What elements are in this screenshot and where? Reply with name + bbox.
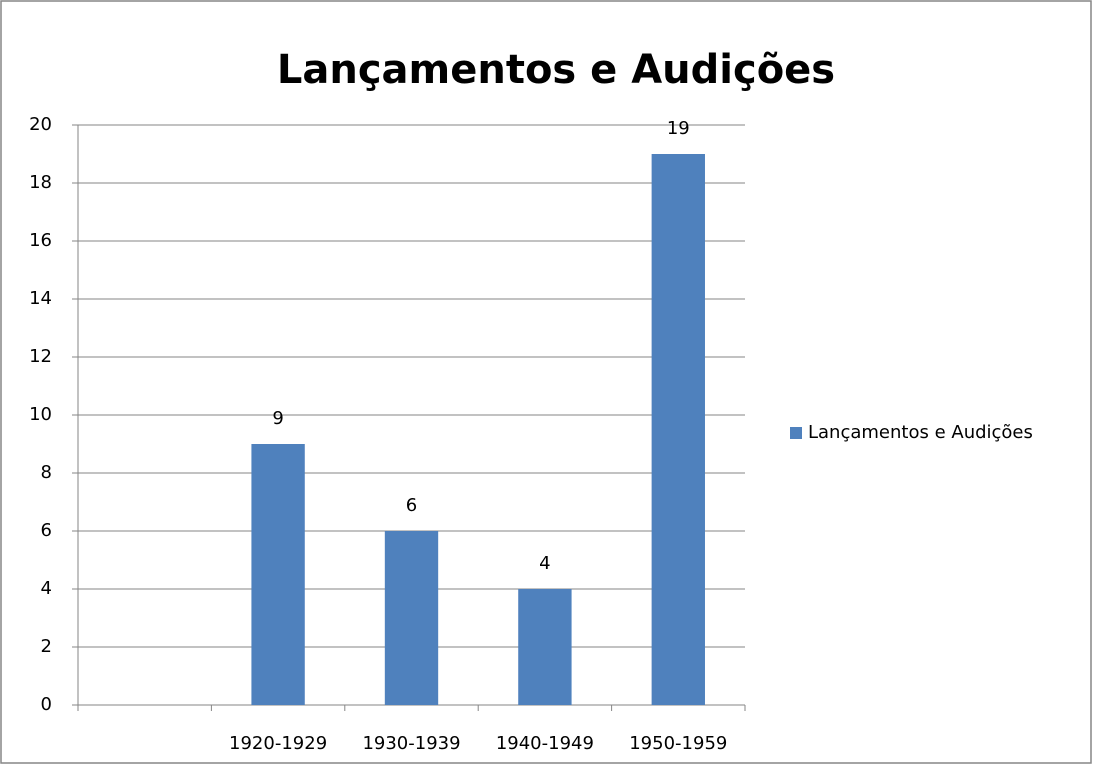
- x-tick-label: 1930-1939: [362, 733, 460, 754]
- data-label: 4: [539, 553, 550, 574]
- y-tick-label: 2: [41, 636, 52, 657]
- legend-swatch: [790, 427, 802, 439]
- data-label: 6: [406, 495, 417, 516]
- y-tick-label: 8: [41, 462, 52, 483]
- bar: [651, 154, 705, 705]
- y-tick-label: 10: [29, 404, 52, 425]
- bar: [518, 589, 572, 705]
- data-label: 9: [272, 408, 283, 429]
- chart-title: Lançamentos e Audições: [277, 47, 835, 93]
- data-label: 19: [667, 118, 690, 139]
- y-tick-label: 12: [29, 346, 52, 367]
- y-tick-label: 6: [41, 520, 52, 541]
- x-tick-label: 1920-1929: [229, 733, 327, 754]
- y-tick-label: 18: [29, 172, 52, 193]
- legend-label: Lançamentos e Audições: [808, 422, 1033, 443]
- bar: [251, 444, 305, 705]
- x-tick-label: 1950-1959: [629, 733, 727, 754]
- y-tick-label: 4: [41, 578, 52, 599]
- y-tick-label: 16: [29, 230, 52, 251]
- y-tick-label: 0: [41, 694, 52, 715]
- y-tick-label: 20: [29, 114, 52, 135]
- x-tick-label: 1940-1949: [496, 733, 594, 754]
- bar: [384, 531, 439, 705]
- y-tick-label: 14: [29, 288, 52, 309]
